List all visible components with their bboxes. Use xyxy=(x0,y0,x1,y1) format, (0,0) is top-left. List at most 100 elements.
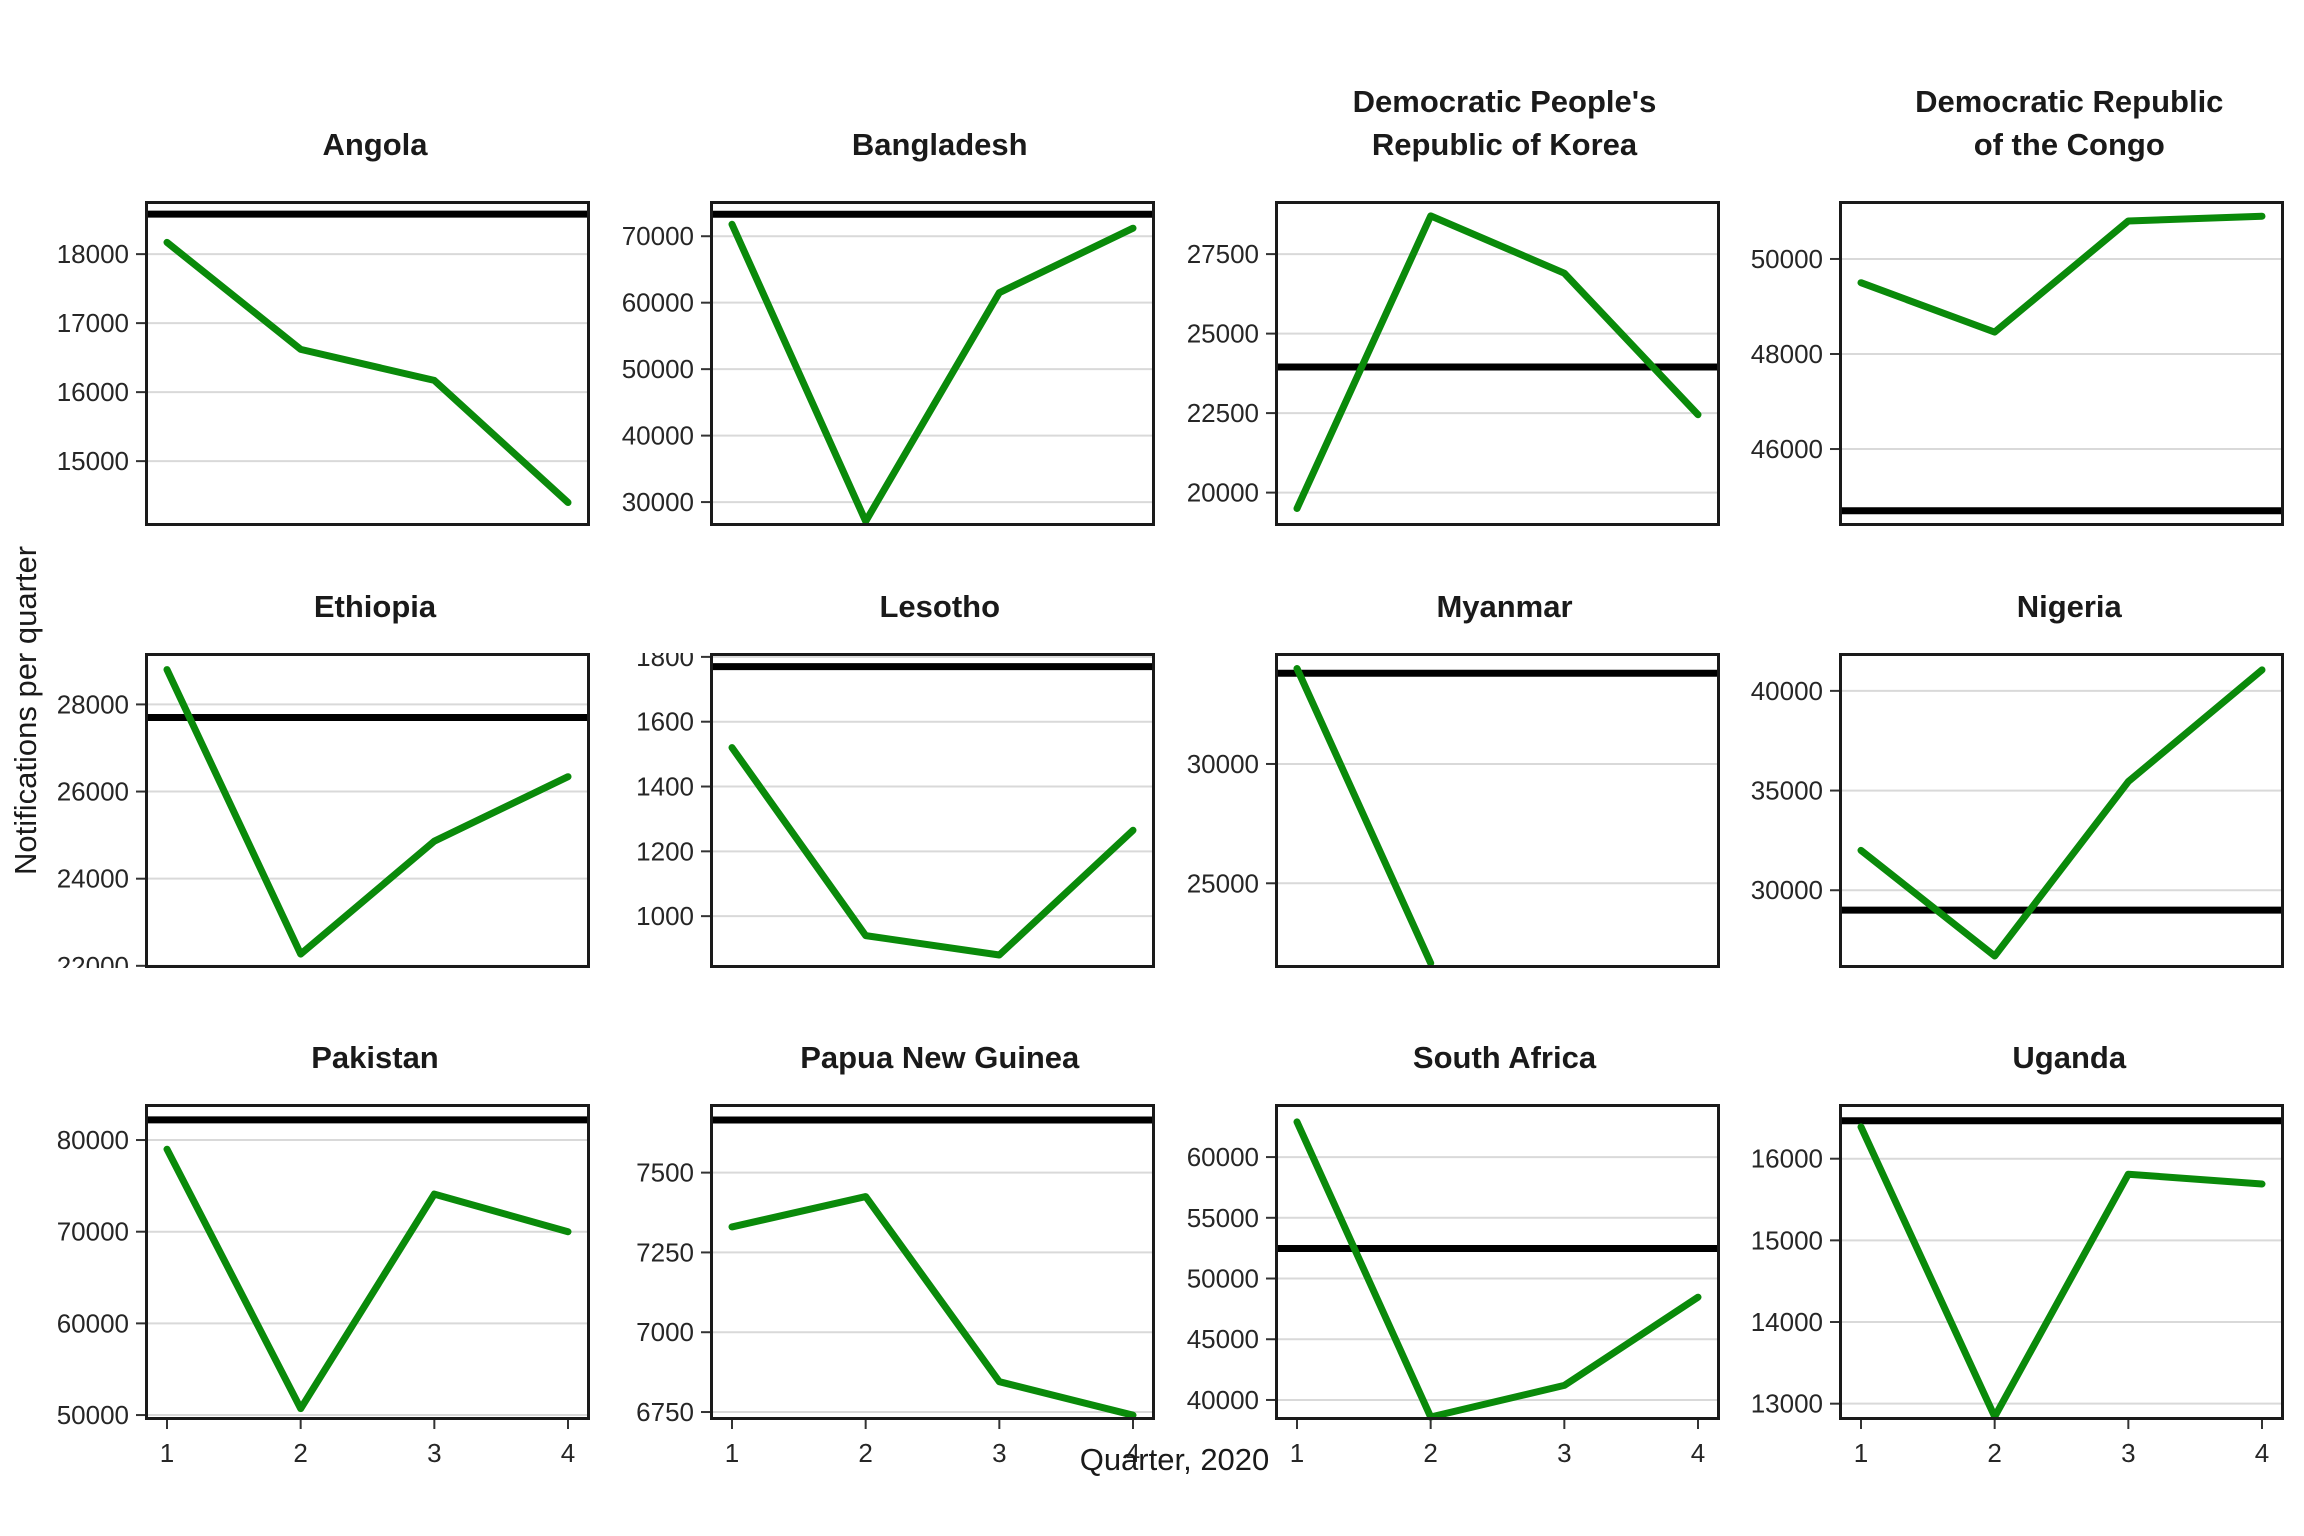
svg-text:3: 3 xyxy=(427,1438,441,1468)
gridlines xyxy=(145,1139,590,1417)
svg-text:80000: 80000 xyxy=(57,1125,129,1155)
svg-text:2: 2 xyxy=(1423,1438,1437,1468)
svg-text:4: 4 xyxy=(1690,1438,1704,1468)
svg-text:40000: 40000 xyxy=(1186,1385,1258,1415)
svg-text:48000: 48000 xyxy=(1751,339,1823,369)
panel-border xyxy=(709,201,1155,526)
data-line xyxy=(728,220,1137,525)
panel-border xyxy=(145,653,590,968)
svg-text:1: 1 xyxy=(1289,1438,1303,1468)
svg-text:16000: 16000 xyxy=(1751,1144,1823,1174)
panel-title: Angola xyxy=(322,127,428,163)
gridlines xyxy=(145,253,590,463)
panel-plot: 40000 45000 50000 55000 60000 1 2 3 4 xyxy=(1186,1104,1720,1468)
y-axis-ticks: 20000 22500 25000 27500 xyxy=(1186,239,1275,508)
svg-text:1: 1 xyxy=(725,1438,739,1468)
panel-plot: 25000 30000 xyxy=(1186,653,1720,968)
panel-border xyxy=(1274,1104,1720,1420)
svg-text:1800: 1800 xyxy=(636,653,694,672)
panel-title: Bangladesh xyxy=(851,127,1028,163)
panel-border xyxy=(709,1104,1155,1420)
svg-text:27500: 27500 xyxy=(1186,239,1258,269)
panel-title: Nigeria xyxy=(2016,589,2122,625)
svg-text:25000: 25000 xyxy=(1186,319,1258,349)
facet-grid: Angola 15000 16000 17000 18000 Bangladesh 3000… xyxy=(45,0,2304,1476)
gridlines xyxy=(709,655,1155,918)
data-line xyxy=(1857,666,2266,960)
svg-text:30000: 30000 xyxy=(1751,875,1823,905)
svg-text:4: 4 xyxy=(1126,1438,1140,1468)
svg-text:25000: 25000 xyxy=(1186,868,1258,898)
svg-text:35000: 35000 xyxy=(1751,776,1823,806)
data-line xyxy=(1293,665,1434,967)
svg-text:17000: 17000 xyxy=(57,308,129,338)
svg-text:3: 3 xyxy=(1557,1438,1571,1468)
svg-text:15000: 15000 xyxy=(57,446,129,476)
facet-panel-ethiopia: Ethiopia 22000 24000 26000 28000 xyxy=(45,526,610,968)
facet-panel-bangladesh: Bangladesh 30000 40000 50000 60000 70000 xyxy=(610,0,1175,526)
svg-text:50000: 50000 xyxy=(1186,1264,1258,1294)
panel-title: Democratic People's Republic of Korea xyxy=(1352,84,1657,163)
panel-title: Ethiopia xyxy=(313,589,437,625)
facet-panel-nigeria: Nigeria 30000 35000 40000 xyxy=(1739,526,2304,968)
y-axis-ticks: 46000 48000 50000 xyxy=(1751,244,1840,464)
y-axis-label: Notifications per quarter xyxy=(8,545,43,875)
x-axis-ticks: 1 2 3 4 xyxy=(1854,1420,2269,1468)
panel-plot: 30000 40000 50000 60000 70000 xyxy=(621,201,1155,526)
facet-panel-papua-new-guinea: Papua New Guinea 6750 7000 7250 7500 1 2 3 4 xyxy=(610,968,1175,1476)
panel-plot: 46000 48000 50000 xyxy=(1751,201,2285,526)
svg-text:50000: 50000 xyxy=(1751,244,1823,274)
y-axis-ticks: 50000 60000 70000 80000 xyxy=(57,1125,145,1430)
svg-text:70000: 70000 xyxy=(621,221,693,251)
panel-title: Pakistan xyxy=(311,1040,439,1076)
data-line xyxy=(163,238,572,506)
svg-text:13000: 13000 xyxy=(1751,1389,1823,1419)
panel-plot: 22000 24000 26000 28000 xyxy=(57,653,590,968)
facet-panel-myanmar: Myanmar 25000 30000 xyxy=(1175,526,1740,968)
svg-text:14000: 14000 xyxy=(1751,1307,1823,1337)
data-line xyxy=(1293,1118,1701,1421)
svg-text:1400: 1400 xyxy=(636,772,694,802)
facet-panel-pakistan: Pakistan 50000 60000 70000 80000 1 2 3 4 xyxy=(45,968,610,1476)
panel-plot: 50000 60000 70000 80000 1 2 3 4 xyxy=(57,1104,590,1468)
data-line xyxy=(163,666,572,958)
y-axis-ticks: 13000 14000 15000 16000 xyxy=(1751,1144,1840,1419)
panel-plot: 13000 14000 15000 16000 1 2 3 4 xyxy=(1751,1104,2285,1468)
svg-text:4: 4 xyxy=(2255,1438,2269,1468)
svg-text:40000: 40000 xyxy=(621,421,693,451)
svg-text:24000: 24000 xyxy=(57,864,129,894)
data-line xyxy=(163,1145,572,1413)
y-axis-ticks: 30000 35000 40000 xyxy=(1751,676,1840,905)
panel-title: Myanmar xyxy=(1436,589,1573,625)
svg-text:1: 1 xyxy=(1854,1438,1868,1468)
svg-text:2: 2 xyxy=(1988,1438,2002,1468)
panel-border xyxy=(1274,653,1720,968)
panel-plot: 15000 16000 17000 18000 xyxy=(57,201,590,526)
panel-plot: 20000 22500 25000 27500 xyxy=(1186,201,1720,526)
svg-text:26000: 26000 xyxy=(57,777,129,807)
panel-plot: 6750 7000 7250 7500 1 2 3 4 xyxy=(636,1104,1155,1468)
svg-text:1200: 1200 xyxy=(636,836,694,866)
panel-border xyxy=(1839,653,2285,968)
panel-plot: 1000 1200 1400 1600 1800 xyxy=(636,653,1155,968)
svg-text:70000: 70000 xyxy=(57,1217,129,1247)
svg-text:16000: 16000 xyxy=(57,377,129,407)
y-axis-ticks: 25000 30000 xyxy=(1186,749,1275,898)
svg-text:1000: 1000 xyxy=(636,901,694,931)
y-axis-ticks: 40000 45000 50000 55000 60000 xyxy=(1186,1142,1275,1415)
svg-text:3: 3 xyxy=(992,1438,1006,1468)
panel-title: Papua New Guinea xyxy=(800,1040,1080,1076)
facet-panel-lesotho: Lesotho 1000 1200 1400 1600 1800 xyxy=(610,526,1175,968)
panel-border xyxy=(709,653,1155,968)
facet-panel-democratic-people-s-republic-of-korea: Democratic People's Republic of Korea 200… xyxy=(1175,0,1740,526)
svg-text:60000: 60000 xyxy=(57,1308,129,1338)
svg-text:18000: 18000 xyxy=(57,239,129,269)
panel-border xyxy=(1839,201,2285,526)
svg-text:30000: 30000 xyxy=(621,487,693,517)
svg-text:50000: 50000 xyxy=(57,1400,129,1430)
svg-text:60000: 60000 xyxy=(621,288,693,318)
svg-text:50000: 50000 xyxy=(621,354,693,384)
svg-text:4: 4 xyxy=(561,1438,575,1468)
svg-text:1: 1 xyxy=(160,1438,174,1468)
svg-text:3: 3 xyxy=(2121,1438,2135,1468)
